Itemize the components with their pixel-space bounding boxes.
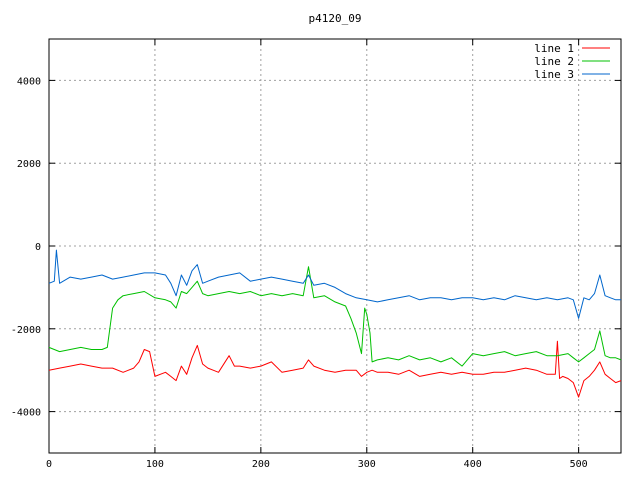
x-tick-label: 200 bbox=[252, 459, 270, 470]
legend-label-1: line 1 bbox=[534, 42, 574, 55]
legend-label-3: line 3 bbox=[534, 68, 574, 81]
x-tick-label: 400 bbox=[464, 459, 482, 470]
y-tick-label: 4000 bbox=[17, 76, 41, 87]
grid bbox=[49, 39, 621, 453]
legend-label-2: line 2 bbox=[534, 55, 574, 68]
x-tick-label: 100 bbox=[146, 459, 164, 470]
series-line-3 bbox=[48, 249, 621, 319]
x-tick-label: 500 bbox=[570, 459, 588, 470]
chart-title: p4120_09 bbox=[309, 12, 362, 25]
x-tick-label: 300 bbox=[358, 459, 376, 470]
y-tick-label: -2000 bbox=[11, 325, 41, 336]
x-tick-label: 0 bbox=[46, 459, 52, 470]
series-lines bbox=[48, 249, 622, 398]
y-tick-label: 0 bbox=[35, 242, 41, 253]
series-line-2 bbox=[48, 266, 622, 367]
axis-ticks: 0 100 200 300 400 500 -4000 -2000 0 2000 4000 bbox=[11, 39, 621, 470]
series-line-1 bbox=[48, 340, 622, 398]
y-tick-label: 2000 bbox=[17, 159, 41, 170]
y-tick-label: -4000 bbox=[11, 408, 41, 419]
